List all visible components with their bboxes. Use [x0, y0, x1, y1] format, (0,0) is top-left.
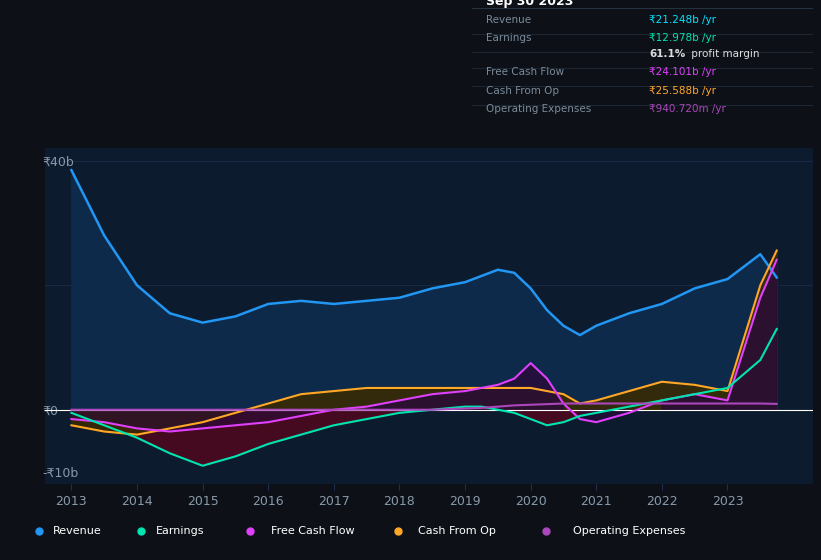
Text: Operating Expenses: Operating Expenses [486, 104, 591, 114]
Text: 61.1%: 61.1% [649, 49, 686, 59]
Text: profit margin: profit margin [689, 49, 760, 59]
Text: Earnings: Earnings [486, 34, 531, 43]
Text: Free Cash Flow: Free Cash Flow [486, 67, 564, 77]
Text: Operating Expenses: Operating Expenses [573, 526, 686, 535]
Text: Revenue: Revenue [53, 526, 102, 535]
Text: Free Cash Flow: Free Cash Flow [272, 526, 355, 535]
Text: Cash From Op: Cash From Op [486, 86, 559, 96]
Text: ₹940.720m /yr: ₹940.720m /yr [649, 104, 726, 114]
Text: Sep 30 2023: Sep 30 2023 [486, 0, 573, 8]
Text: Earnings: Earnings [156, 526, 204, 535]
Text: ₹25.588b /yr: ₹25.588b /yr [649, 86, 716, 96]
Text: Revenue: Revenue [486, 15, 531, 25]
Text: ₹24.101b /yr: ₹24.101b /yr [649, 67, 716, 77]
Text: ₹21.248b /yr: ₹21.248b /yr [649, 15, 716, 25]
Text: ₹12.978b /yr: ₹12.978b /yr [649, 34, 716, 43]
Text: Cash From Op: Cash From Op [419, 526, 496, 535]
